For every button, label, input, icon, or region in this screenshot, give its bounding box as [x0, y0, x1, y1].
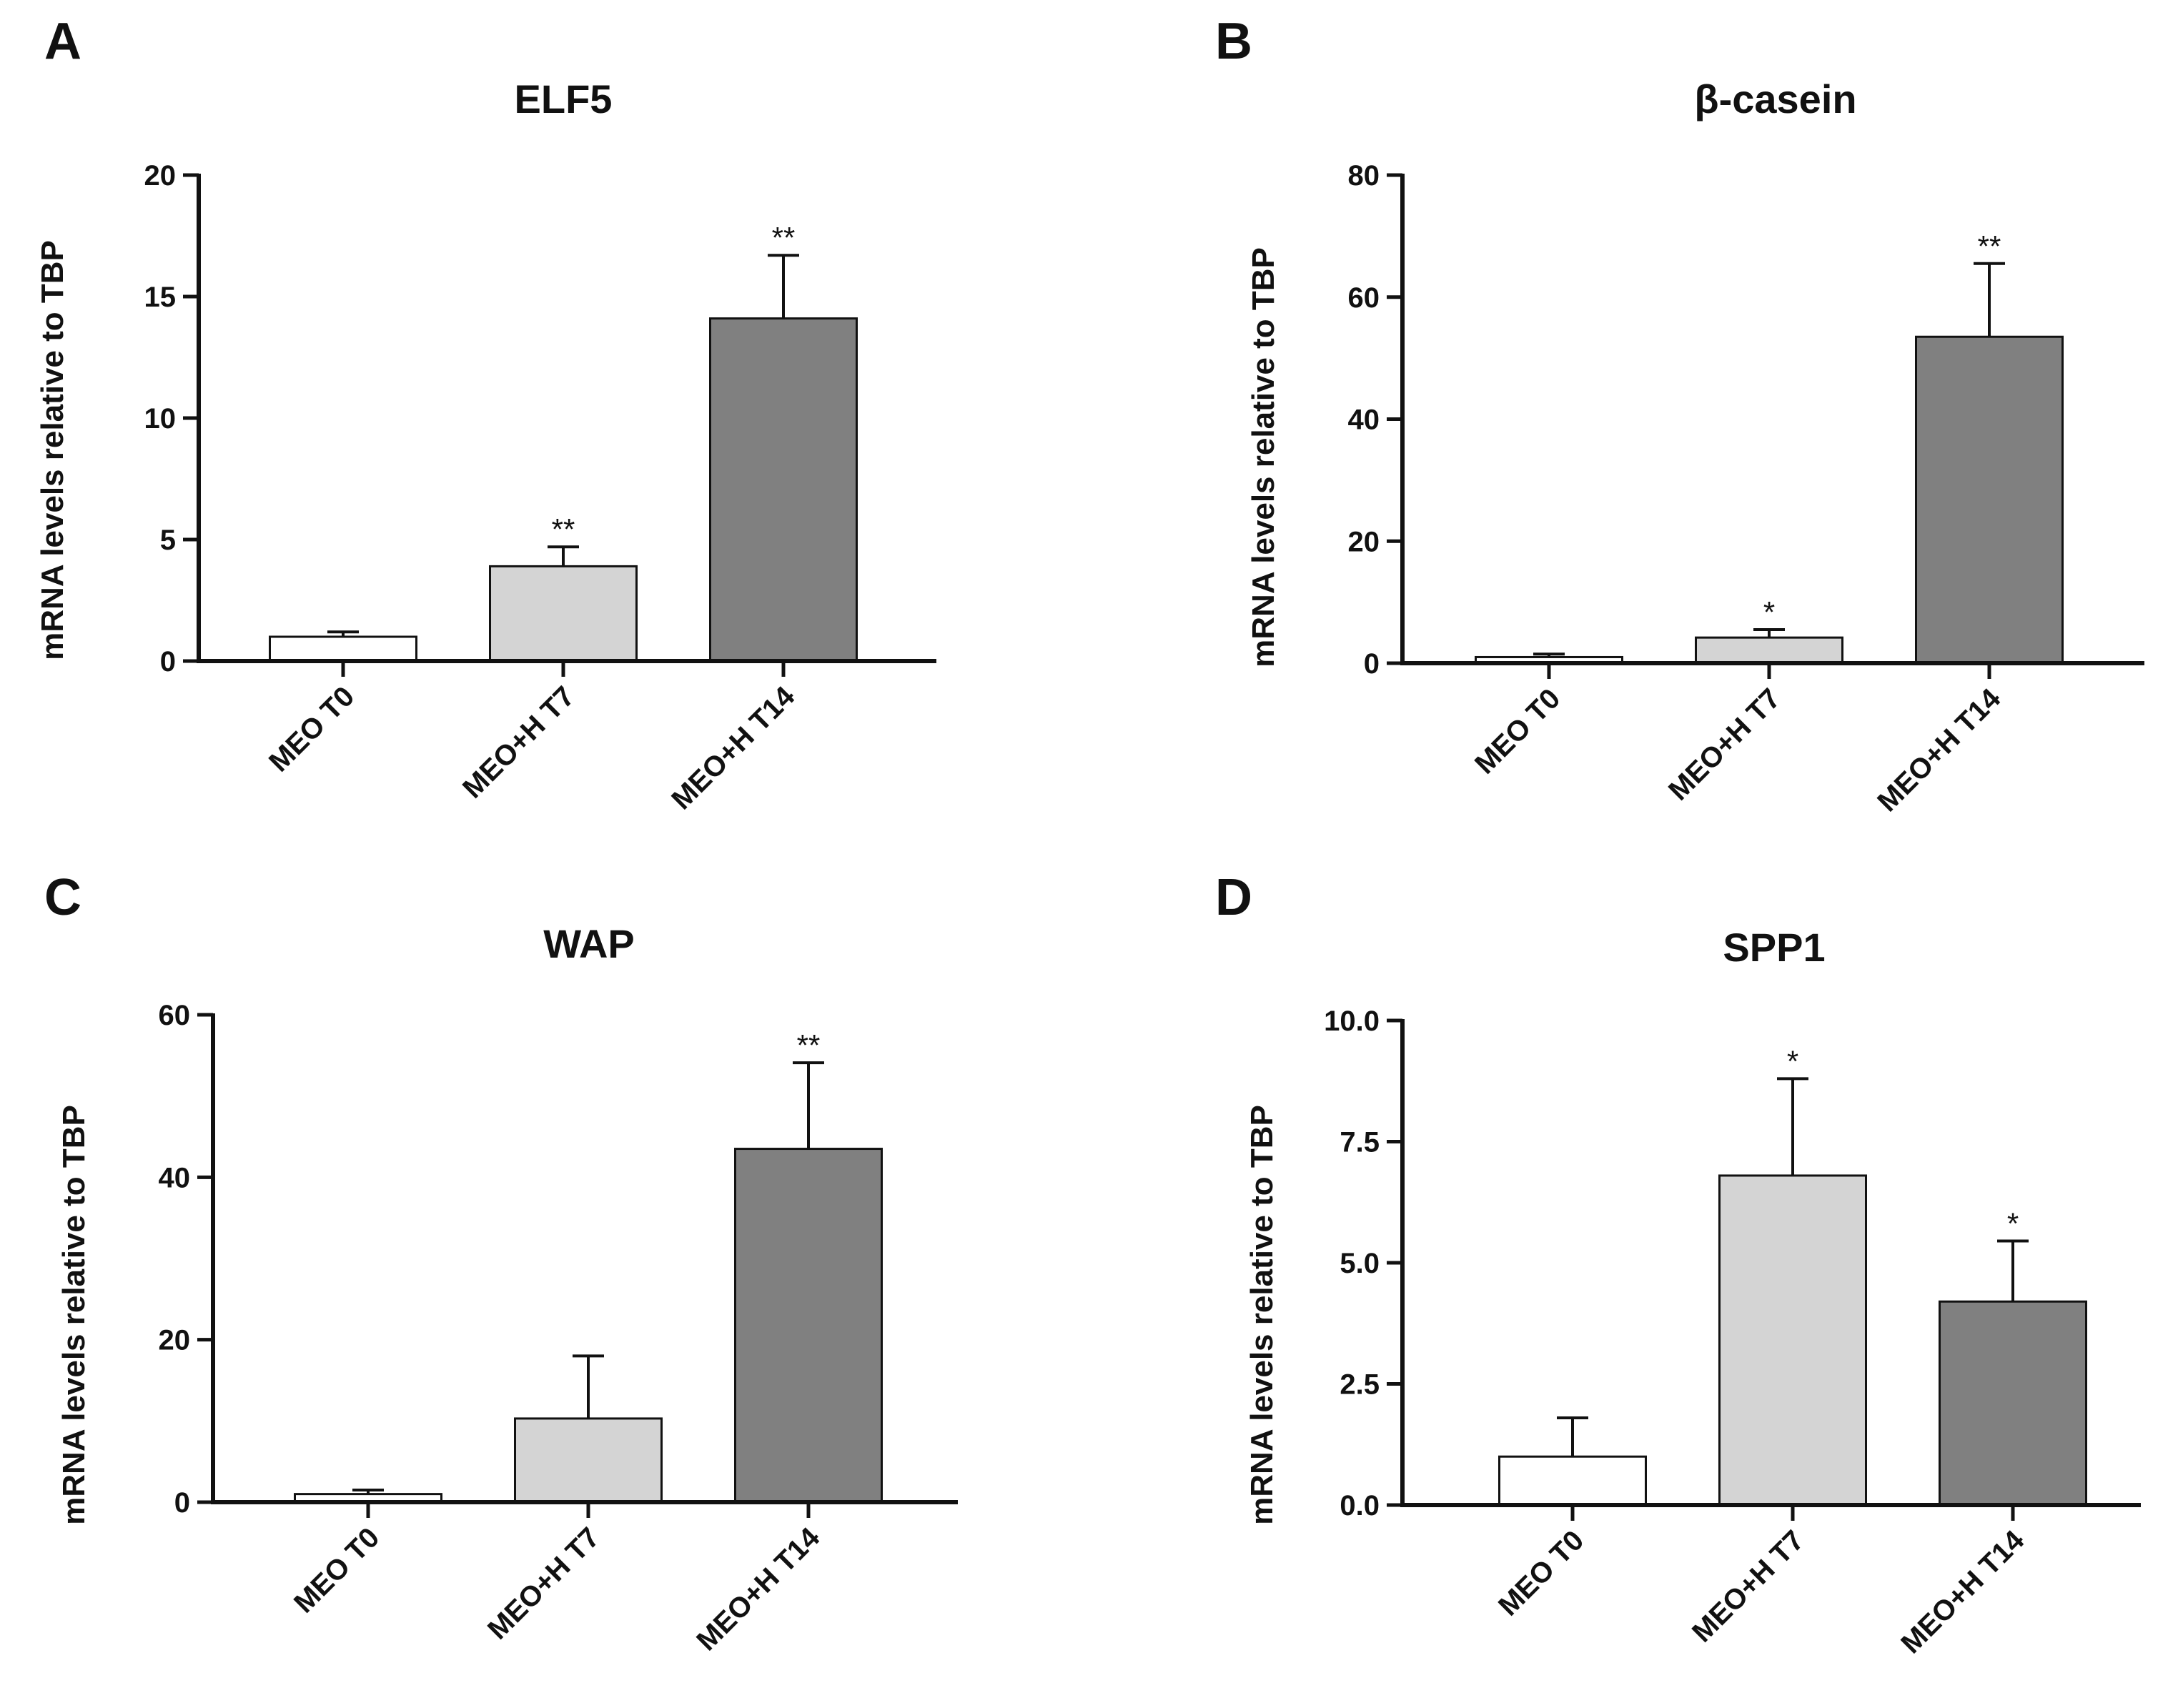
bar — [1695, 636, 1843, 665]
y-tick-label: 5.0 — [1340, 1248, 1380, 1279]
plot-area: ** 0 20 40 60 MEO T0 MEO+H T7 MEO+H T14 — [159, 1000, 958, 1657]
x-tick-label: MEO T0 — [263, 680, 360, 778]
panel-label: D — [1215, 869, 1252, 926]
significance-marker: * — [2007, 1206, 2019, 1240]
x-tick-label: MEO+H T14 — [665, 680, 801, 816]
y-tick-label: 60 — [159, 1000, 191, 1031]
plot-area: ** ** 0 5 10 15 20 MEO T0 MEO+H T7 MEO+H T14 — [144, 160, 936, 816]
y-tick-label: 40 — [159, 1162, 191, 1193]
panel-b: B β-casein mRNA levels relative to TBP *… — [1215, 13, 2144, 818]
x-tick-label: MEO+H T7 — [1663, 682, 1786, 806]
x-tick-label: MEO+H T14 — [690, 1521, 826, 1657]
y-axis-label: mRNA levels relative to TBP — [1246, 247, 1281, 667]
x-tick-label: MEO T0 — [1493, 1524, 1590, 1622]
y-axis-label: mRNA levels relative to TBP — [1244, 1105, 1279, 1525]
significance-marker: ** — [1978, 229, 2001, 263]
chart-title: SPP1 — [1723, 925, 1825, 970]
y-tick-label: 80 — [1348, 160, 1380, 192]
panel-a: A ELF5 mRNA levels relative to TBP ** ** 0… — [35, 13, 936, 815]
x-tick-label: MEO+H T14 — [1871, 682, 2007, 818]
significance-marker: ** — [552, 512, 575, 546]
bar — [1498, 1455, 1647, 1506]
significance-marker: * — [1787, 1044, 1798, 1078]
x-tick-label: MEO+H T7 — [482, 1521, 605, 1645]
bar — [269, 635, 417, 662]
y-tick-label: 0 — [160, 646, 176, 677]
y-tick-label: 0 — [174, 1487, 190, 1519]
plot-area: * * 0.0 2.5 5.0 7.5 10.0 MEO T0 MEO+H T7 MEO+H T1… — [1324, 1006, 2141, 1659]
chart-title: β-casein — [1694, 76, 1856, 121]
y-tick-label: 7.5 — [1340, 1127, 1380, 1158]
y-axis-label: mRNA levels relative to TBP — [35, 240, 70, 660]
bar — [734, 1148, 883, 1504]
y-tick-label: 10.0 — [1324, 1006, 1380, 1037]
y-tick-label: 60 — [1348, 282, 1380, 314]
significance-marker: * — [1763, 595, 1775, 629]
y-tick-label: 10 — [144, 403, 177, 435]
panel-label: B — [1215, 13, 1252, 70]
y-tick-label: 15 — [144, 282, 177, 313]
y-tick-label: 2.5 — [1340, 1369, 1380, 1401]
y-tick-label: 20 — [159, 1325, 191, 1356]
y-tick-label: 0.0 — [1340, 1490, 1380, 1521]
significance-marker: ** — [772, 221, 796, 254]
bar — [1718, 1174, 1867, 1506]
y-tick-label: 20 — [1348, 526, 1380, 557]
x-tick-label: MEO+H T7 — [457, 680, 580, 804]
chart-title: WAP — [543, 921, 635, 966]
panel-label: A — [44, 13, 81, 70]
panel-label: C — [44, 869, 81, 926]
bar — [1915, 335, 2064, 665]
x-tick-label: MEO T0 — [1469, 682, 1566, 780]
y-axis-label: mRNA levels relative to TBP — [56, 1105, 91, 1525]
x-tick-label: MEO T0 — [288, 1521, 385, 1619]
panel-d: D SPP1 mRNA levels relative to TBP * * 0.0… — [1215, 869, 2141, 1659]
y-tick-label: 5 — [160, 525, 176, 556]
x-tick-label: MEO+H T14 — [1895, 1524, 2031, 1660]
chart-title: ELF5 — [515, 76, 613, 121]
bar — [709, 317, 858, 662]
bar — [489, 565, 638, 662]
bar — [1939, 1300, 2087, 1506]
y-tick-label: 40 — [1348, 404, 1380, 436]
bar — [514, 1417, 663, 1504]
y-tick-label: 20 — [144, 160, 177, 192]
y-tick-label: 0 — [1364, 648, 1380, 680]
panel-c: C WAP mRNA levels relative to TBP ** 0 20 4… — [44, 869, 958, 1657]
significance-marker: ** — [797, 1028, 821, 1062]
x-tick-label: MEO+H T7 — [1686, 1524, 1810, 1648]
